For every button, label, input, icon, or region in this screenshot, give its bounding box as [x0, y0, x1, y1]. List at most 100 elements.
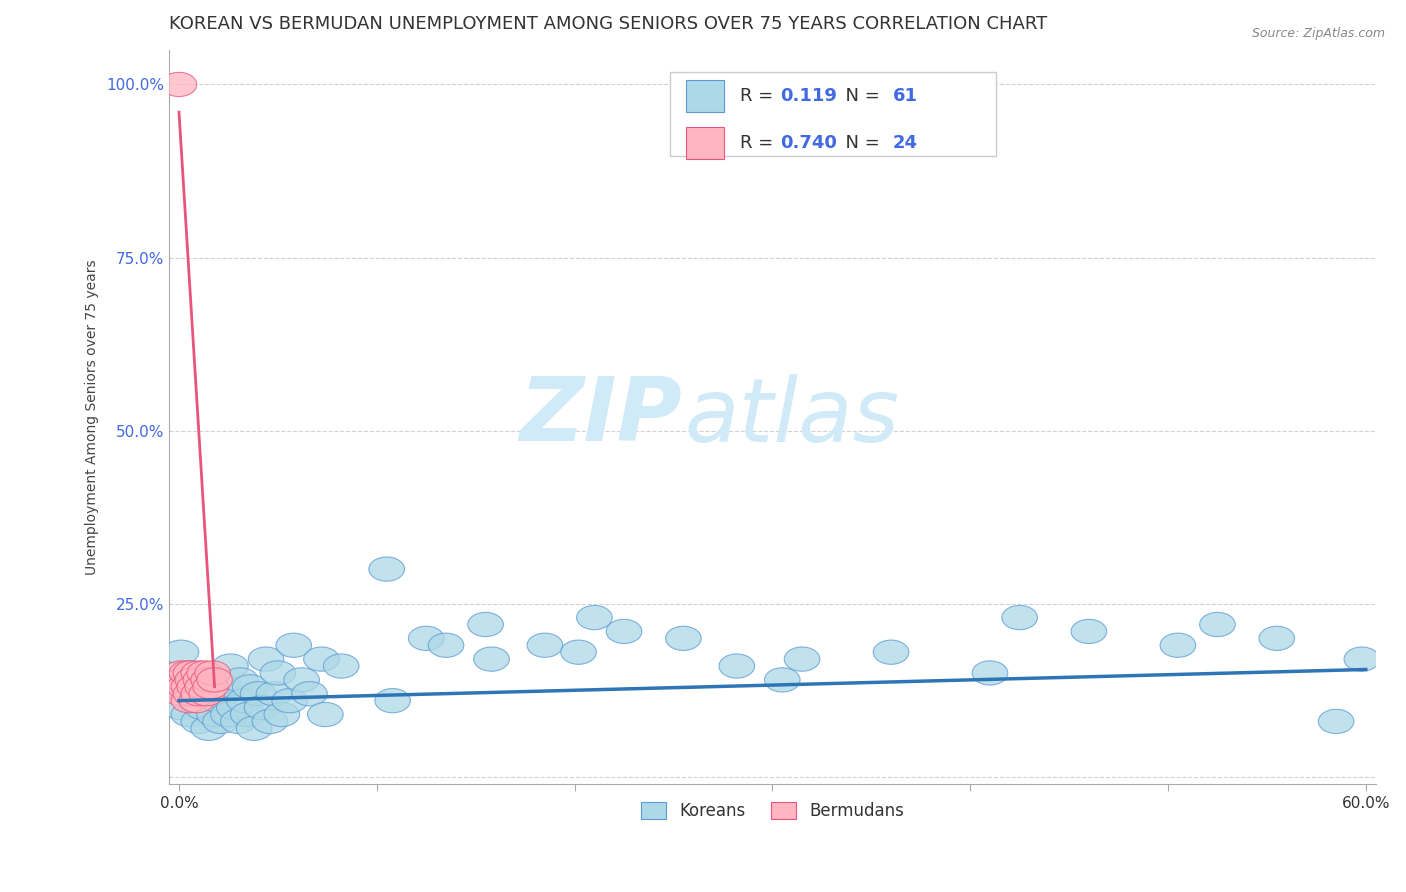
- Ellipse shape: [173, 681, 208, 706]
- Ellipse shape: [1258, 626, 1295, 650]
- Text: 24: 24: [893, 134, 918, 152]
- Ellipse shape: [527, 633, 562, 657]
- Ellipse shape: [785, 647, 820, 671]
- FancyBboxPatch shape: [686, 128, 724, 159]
- Ellipse shape: [304, 647, 339, 671]
- Text: N =: N =: [834, 134, 886, 152]
- Ellipse shape: [212, 654, 249, 678]
- Ellipse shape: [718, 654, 755, 678]
- Legend: Koreans, Bermudans: Koreans, Bermudans: [634, 796, 911, 827]
- Ellipse shape: [429, 633, 464, 657]
- Ellipse shape: [217, 696, 252, 720]
- Ellipse shape: [173, 661, 208, 685]
- Ellipse shape: [375, 689, 411, 713]
- Ellipse shape: [561, 640, 596, 665]
- Ellipse shape: [181, 661, 217, 685]
- Ellipse shape: [172, 689, 207, 713]
- Ellipse shape: [172, 674, 207, 699]
- Ellipse shape: [197, 668, 232, 692]
- Ellipse shape: [172, 702, 207, 727]
- Text: R =: R =: [740, 87, 779, 105]
- Ellipse shape: [468, 613, 503, 637]
- FancyBboxPatch shape: [669, 72, 995, 156]
- Ellipse shape: [187, 661, 222, 685]
- Ellipse shape: [188, 681, 225, 706]
- Ellipse shape: [765, 668, 800, 692]
- Ellipse shape: [169, 661, 205, 685]
- Ellipse shape: [162, 72, 197, 96]
- Text: 61: 61: [893, 87, 918, 105]
- Ellipse shape: [368, 557, 405, 582]
- Ellipse shape: [191, 716, 226, 740]
- Ellipse shape: [245, 696, 280, 720]
- Ellipse shape: [163, 661, 198, 685]
- Ellipse shape: [181, 681, 217, 706]
- Ellipse shape: [207, 674, 242, 699]
- Ellipse shape: [236, 716, 271, 740]
- Ellipse shape: [240, 681, 276, 706]
- Ellipse shape: [256, 681, 291, 706]
- Ellipse shape: [284, 668, 319, 692]
- Ellipse shape: [231, 702, 266, 727]
- Ellipse shape: [165, 668, 201, 692]
- Ellipse shape: [173, 661, 208, 685]
- Ellipse shape: [193, 681, 228, 706]
- Ellipse shape: [222, 668, 259, 692]
- Text: ZIP: ZIP: [519, 373, 682, 460]
- Text: Source: ZipAtlas.com: Source: ZipAtlas.com: [1251, 27, 1385, 40]
- Text: R =: R =: [740, 134, 779, 152]
- Ellipse shape: [195, 661, 231, 685]
- Ellipse shape: [291, 681, 328, 706]
- Ellipse shape: [186, 696, 221, 720]
- Ellipse shape: [191, 668, 226, 692]
- Ellipse shape: [163, 668, 198, 692]
- Ellipse shape: [271, 689, 308, 713]
- Ellipse shape: [202, 709, 239, 733]
- Ellipse shape: [606, 619, 643, 643]
- Ellipse shape: [873, 640, 908, 665]
- Ellipse shape: [167, 674, 202, 699]
- Ellipse shape: [183, 674, 218, 699]
- Ellipse shape: [174, 668, 211, 692]
- Ellipse shape: [179, 689, 215, 713]
- Ellipse shape: [186, 674, 221, 699]
- Text: 0.119: 0.119: [780, 87, 837, 105]
- Ellipse shape: [1160, 633, 1195, 657]
- Ellipse shape: [408, 626, 444, 650]
- Ellipse shape: [276, 633, 312, 657]
- Ellipse shape: [1002, 606, 1038, 630]
- FancyBboxPatch shape: [686, 80, 724, 112]
- Ellipse shape: [323, 654, 359, 678]
- Ellipse shape: [221, 709, 256, 733]
- Text: atlas: atlas: [685, 374, 900, 459]
- Ellipse shape: [972, 661, 1008, 685]
- Ellipse shape: [1319, 709, 1354, 733]
- Ellipse shape: [163, 696, 198, 720]
- Ellipse shape: [1199, 613, 1236, 637]
- Ellipse shape: [226, 689, 262, 713]
- Text: N =: N =: [834, 87, 886, 105]
- Ellipse shape: [177, 674, 212, 699]
- Ellipse shape: [665, 626, 702, 650]
- Y-axis label: Unemployment Among Seniors over 75 years: Unemployment Among Seniors over 75 years: [86, 259, 100, 574]
- Ellipse shape: [260, 661, 295, 685]
- Ellipse shape: [197, 702, 232, 727]
- Ellipse shape: [474, 647, 509, 671]
- Ellipse shape: [1344, 647, 1379, 671]
- Ellipse shape: [163, 681, 198, 706]
- Text: 0.740: 0.740: [780, 134, 837, 152]
- Ellipse shape: [249, 647, 284, 671]
- Ellipse shape: [181, 709, 217, 733]
- Ellipse shape: [193, 674, 228, 699]
- Ellipse shape: [576, 606, 612, 630]
- Ellipse shape: [232, 674, 269, 699]
- Text: KOREAN VS BERMUDAN UNEMPLOYMENT AMONG SENIORS OVER 75 YEARS CORRELATION CHART: KOREAN VS BERMUDAN UNEMPLOYMENT AMONG SE…: [169, 15, 1047, 33]
- Ellipse shape: [162, 674, 197, 699]
- Ellipse shape: [201, 689, 236, 713]
- Ellipse shape: [308, 702, 343, 727]
- Ellipse shape: [1071, 619, 1107, 643]
- Ellipse shape: [183, 668, 218, 692]
- Ellipse shape: [211, 702, 246, 727]
- Ellipse shape: [177, 689, 212, 713]
- Ellipse shape: [252, 709, 288, 733]
